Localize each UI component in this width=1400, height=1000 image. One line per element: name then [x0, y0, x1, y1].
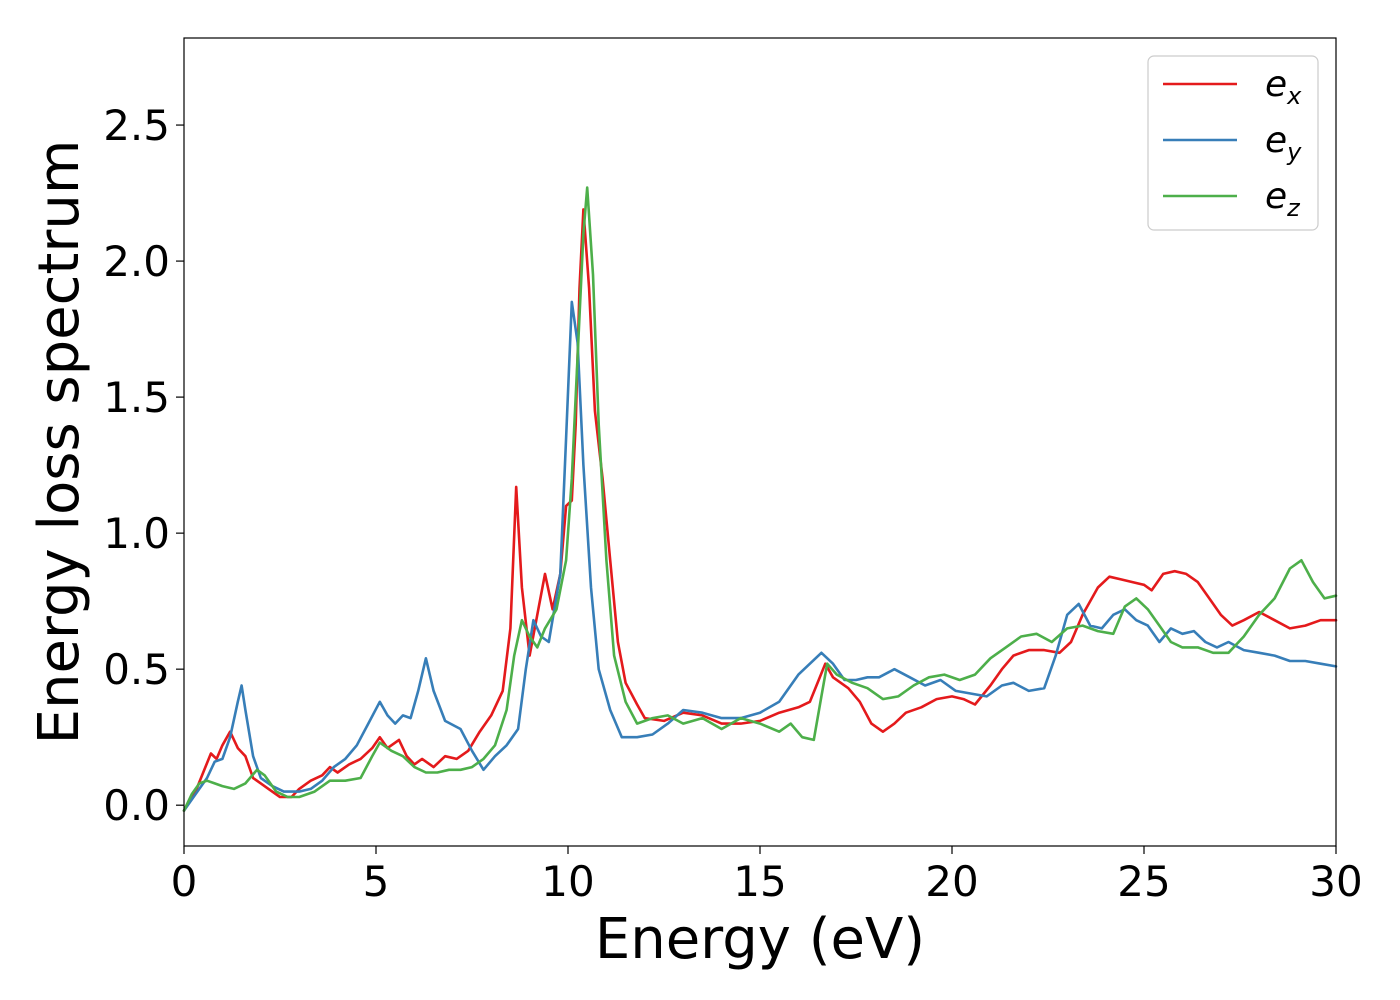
- legend-label-x: ex: [1265, 64, 1302, 110]
- series-line-x: [182, 208, 1338, 812]
- y-tick-label: 1.0: [103, 509, 170, 558]
- series-line-z: [182, 186, 1338, 812]
- y-axis-label: Energy loss spectrum: [27, 140, 92, 745]
- legend-label-y: ey: [1265, 120, 1302, 166]
- y-tick-label: 0.0: [103, 781, 170, 830]
- x-tick-label: 5: [363, 857, 390, 906]
- x-tick-label: 20: [925, 857, 978, 906]
- y-tick-label: 2.0: [103, 237, 170, 286]
- x-tick-label: 0: [171, 857, 198, 906]
- series-line-y: [182, 300, 1338, 812]
- y-tick-label: 2.5: [103, 101, 170, 150]
- x-axis-label: Energy (eV): [595, 907, 925, 972]
- legend-box: [1147, 55, 1319, 231]
- y-tick-label: 1.5: [103, 373, 170, 422]
- series-layer: [182, 186, 1338, 812]
- legend: ex ey ez: [1147, 55, 1319, 231]
- y-axis-ticks: 0.0 0.5 1.0 1.5 2.0 2.5: [103, 101, 184, 830]
- x-tick-label: 30: [1309, 857, 1362, 906]
- x-tick-label: 10: [541, 857, 594, 906]
- y-tick-label: 0.5: [103, 645, 170, 694]
- x-tick-label: 15: [733, 857, 786, 906]
- x-axis-ticks: 0 5 10 15 20 25 30: [171, 846, 1363, 906]
- x-tick-label: 25: [1117, 857, 1170, 906]
- legend-label-z: ez: [1265, 176, 1301, 222]
